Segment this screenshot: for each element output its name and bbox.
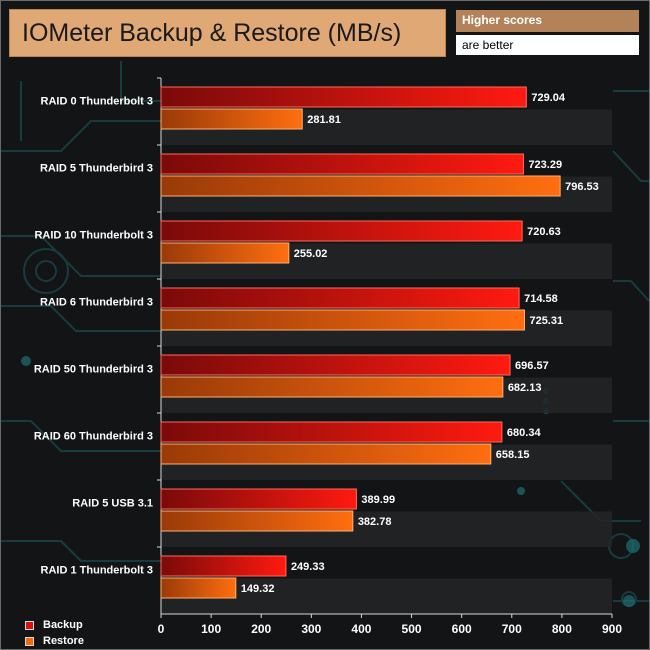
backup-bar bbox=[160, 421, 503, 443]
restore-bar bbox=[160, 175, 561, 197]
x-tick-label: 100 bbox=[201, 622, 221, 636]
category-label: RAID 50 Thunderbird 3 bbox=[34, 364, 153, 376]
category-label: RAID 6 Thunderbird 3 bbox=[40, 297, 153, 309]
category-label: RAID 5 USB 3.1 bbox=[72, 498, 153, 510]
backup-bar bbox=[160, 354, 511, 376]
data-label: 723.29 bbox=[528, 159, 562, 171]
data-label: 696.57 bbox=[515, 360, 549, 372]
x-tick-label: 300 bbox=[301, 622, 321, 636]
backup-bar bbox=[160, 86, 527, 108]
x-tick-label: 900 bbox=[602, 622, 622, 636]
restore-bar bbox=[160, 242, 290, 264]
legend-label-restore: Restore bbox=[43, 635, 84, 647]
backup-bar bbox=[160, 287, 520, 309]
chart-legend: Backup Restore bbox=[25, 618, 84, 649]
data-label: 149.32 bbox=[241, 583, 275, 595]
restore-bar bbox=[160, 376, 504, 398]
x-tick-label: 0 bbox=[158, 622, 165, 636]
x-tick-label: 600 bbox=[452, 622, 472, 636]
backup-bar bbox=[160, 220, 523, 242]
data-label: 729.04 bbox=[531, 92, 566, 104]
data-label: 680.34 bbox=[507, 427, 542, 439]
category-label: RAID 10 Thunderbolt 3 bbox=[34, 230, 153, 242]
data-label: 249.33 bbox=[291, 561, 325, 573]
data-label: 281.81 bbox=[307, 114, 341, 126]
restore-bar bbox=[160, 443, 492, 465]
data-label: 796.53 bbox=[565, 181, 599, 193]
restore-bar bbox=[160, 309, 525, 331]
legend-item-restore: Restore bbox=[25, 634, 84, 648]
legend-swatch-restore bbox=[25, 636, 34, 646]
backup-bar bbox=[160, 555, 287, 577]
x-tick-label: 700 bbox=[502, 622, 522, 636]
restore-bar bbox=[160, 577, 237, 599]
restore-bar bbox=[160, 108, 303, 130]
x-tick-label: 800 bbox=[552, 622, 572, 636]
category-label: RAID 60 Thunderbird 3 bbox=[34, 431, 153, 443]
category-label: RAID 0 Thunderbolt 3 bbox=[41, 96, 153, 108]
data-label: 720.63 bbox=[527, 226, 561, 238]
legend-item-backup: Backup bbox=[25, 618, 84, 632]
are-better-note: are better bbox=[456, 35, 639, 55]
legend-label-backup: Backup bbox=[43, 619, 83, 631]
higher-scores-note: Higher scores bbox=[456, 10, 639, 32]
chart-title: IOMeter Backup & Restore (MB/s) bbox=[22, 19, 402, 47]
chart-title-box: IOMeter Backup & Restore (MB/s) bbox=[9, 9, 446, 57]
backup-bar bbox=[160, 153, 524, 175]
data-label: 658.15 bbox=[496, 449, 530, 461]
data-label: 255.02 bbox=[294, 248, 328, 260]
x-tick-label: 200 bbox=[251, 622, 271, 636]
restore-bar bbox=[160, 510, 354, 532]
legend-swatch-backup bbox=[25, 620, 34, 630]
data-label: 389.99 bbox=[361, 494, 395, 506]
data-label: 725.31 bbox=[529, 315, 563, 327]
x-tick-label: 400 bbox=[351, 622, 371, 636]
category-label: RAID 1 Thunderbolt 3 bbox=[41, 565, 153, 577]
x-tick-label: 500 bbox=[402, 622, 422, 636]
backup-bar bbox=[160, 488, 357, 510]
data-label: 682.13 bbox=[508, 382, 542, 394]
data-label: 382.78 bbox=[358, 516, 392, 528]
data-label: 714.58 bbox=[524, 293, 558, 305]
category-label: RAID 5 Thunderbird 3 bbox=[40, 163, 153, 175]
